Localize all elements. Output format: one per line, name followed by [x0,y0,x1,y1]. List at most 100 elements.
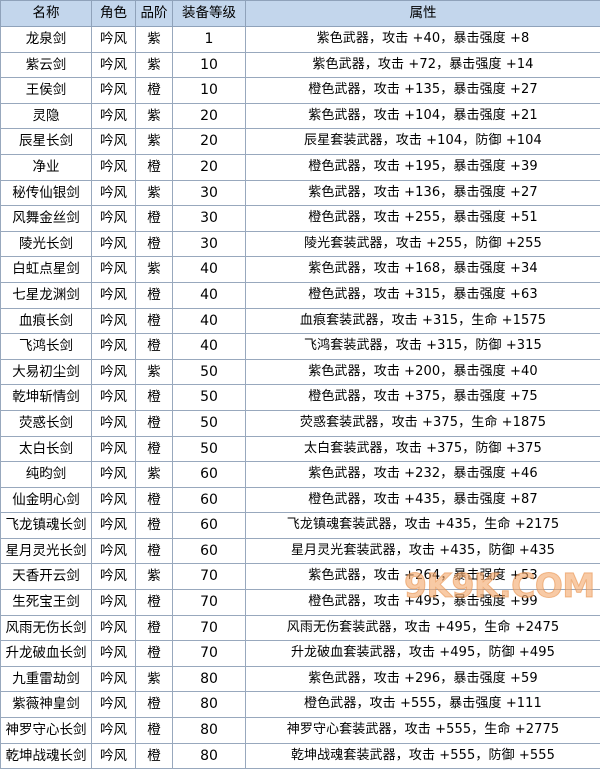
cell-equip-level: 70 [173,641,246,667]
cell-role: 吟风 [92,180,136,206]
cell-grade: 橙 [136,538,173,564]
cell-attribute: 辰星套装武器，攻击 +104，防御 +104 [246,129,600,155]
cell-weapon-name: 星月灵光长剑 [1,538,92,564]
cell-grade: 紫 [136,564,173,590]
cell-equip-level: 10 [173,52,246,78]
cell-role: 吟风 [92,129,136,155]
cell-grade: 橙 [136,615,173,641]
cell-weapon-name: 白虹点星剑 [1,257,92,283]
cell-attribute: 飞鸿套装武器，攻击 +315，防御 +315 [246,334,600,360]
cell-attribute: 橙色武器，攻击 +375，暴击强度 +75 [246,385,600,411]
cell-weapon-name: 风雨无伤长剑 [1,615,92,641]
cell-equip-level: 30 [173,231,246,257]
cell-grade: 紫 [136,180,173,206]
cell-attribute: 紫色武器，攻击 +104，暴击强度 +21 [246,103,600,129]
cell-attribute: 紫色武器，攻击 +264，暴击强度 +53 [246,564,600,590]
cell-attribute: 血痕套装武器，攻击 +315，生命 +1575 [246,308,600,334]
cell-grade: 橙 [136,334,173,360]
cell-role: 吟风 [92,103,136,129]
cell-weapon-name: 秘传仙银剑 [1,180,92,206]
cell-grade: 橙 [136,206,173,232]
cell-weapon-name: 天香开云剑 [1,564,92,590]
cell-grade: 紫 [136,257,173,283]
cell-weapon-name: 仙金明心剑 [1,487,92,513]
cell-role: 吟风 [92,308,136,334]
cell-weapon-name: 生死宝王剑 [1,590,92,616]
cell-grade: 橙 [136,385,173,411]
cell-attribute: 紫色武器，攻击 +40，暴击强度 +8 [246,27,600,53]
column-header-attribute: 属性 [246,1,600,27]
cell-grade: 橙 [136,308,173,334]
cell-equip-level: 70 [173,590,246,616]
cell-weapon-name: 飞龙镇魂长剑 [1,513,92,539]
cell-role: 吟风 [92,231,136,257]
cell-equip-level: 30 [173,180,246,206]
cell-role: 吟风 [92,641,136,667]
cell-equip-level: 80 [173,666,246,692]
column-header-grade: 品阶 [136,1,173,27]
cell-attribute: 紫色武器，攻击 +232，暴击强度 +46 [246,462,600,488]
cell-grade: 橙 [136,231,173,257]
column-header-name: 名称 [1,1,92,27]
cell-grade: 橙 [136,154,173,180]
cell-weapon-name: 王侯剑 [1,78,92,104]
cell-weapon-name: 血痕长剑 [1,308,92,334]
cell-equip-level: 80 [173,692,246,718]
cell-role: 吟风 [92,359,136,385]
cell-equip-level: 80 [173,718,246,744]
cell-attribute: 星月灵光套装武器，攻击 +435，防御 +435 [246,538,600,564]
cell-role: 吟风 [92,334,136,360]
cell-weapon-name: 陵光长剑 [1,231,92,257]
cell-grade: 橙 [136,487,173,513]
cell-grade: 紫 [136,666,173,692]
cell-grade: 紫 [136,462,173,488]
cell-weapon-name: 九重雷劫剑 [1,666,92,692]
cell-role: 吟风 [92,487,136,513]
cell-role: 吟风 [92,436,136,462]
cell-role: 吟风 [92,257,136,283]
cell-role: 吟风 [92,154,136,180]
cell-weapon-name: 荧惑长剑 [1,410,92,436]
cell-weapon-name: 飞鸿长剑 [1,334,92,360]
cell-role: 吟风 [92,564,136,590]
cell-role: 吟风 [92,282,136,308]
cell-role: 吟风 [92,410,136,436]
cell-attribute: 紫色武器，攻击 +72，暴击强度 +14 [246,52,600,78]
cell-equip-level: 80 [173,743,246,769]
cell-role: 吟风 [92,385,136,411]
cell-attribute: 紫色武器，攻击 +168，暴击强度 +34 [246,257,600,283]
cell-attribute: 橙色武器，攻击 +435，暴击强度 +87 [246,487,600,513]
cell-grade: 紫 [136,359,173,385]
cell-attribute: 橙色武器，攻击 +195，暴击强度 +39 [246,154,600,180]
cell-equip-level: 60 [173,487,246,513]
cell-weapon-name: 紫薇神皇剑 [1,692,92,718]
cell-weapon-name: 七星龙渊剑 [1,282,92,308]
cell-attribute: 风雨无伤套装武器，攻击 +495，生命 +2475 [246,615,600,641]
cell-equip-level: 40 [173,308,246,334]
cell-weapon-name: 灵隐 [1,103,92,129]
cell-equip-level: 40 [173,257,246,283]
cell-grade: 橙 [136,410,173,436]
cell-attribute: 紫色武器，攻击 +136，暴击强度 +27 [246,180,600,206]
cell-grade: 橙 [136,590,173,616]
